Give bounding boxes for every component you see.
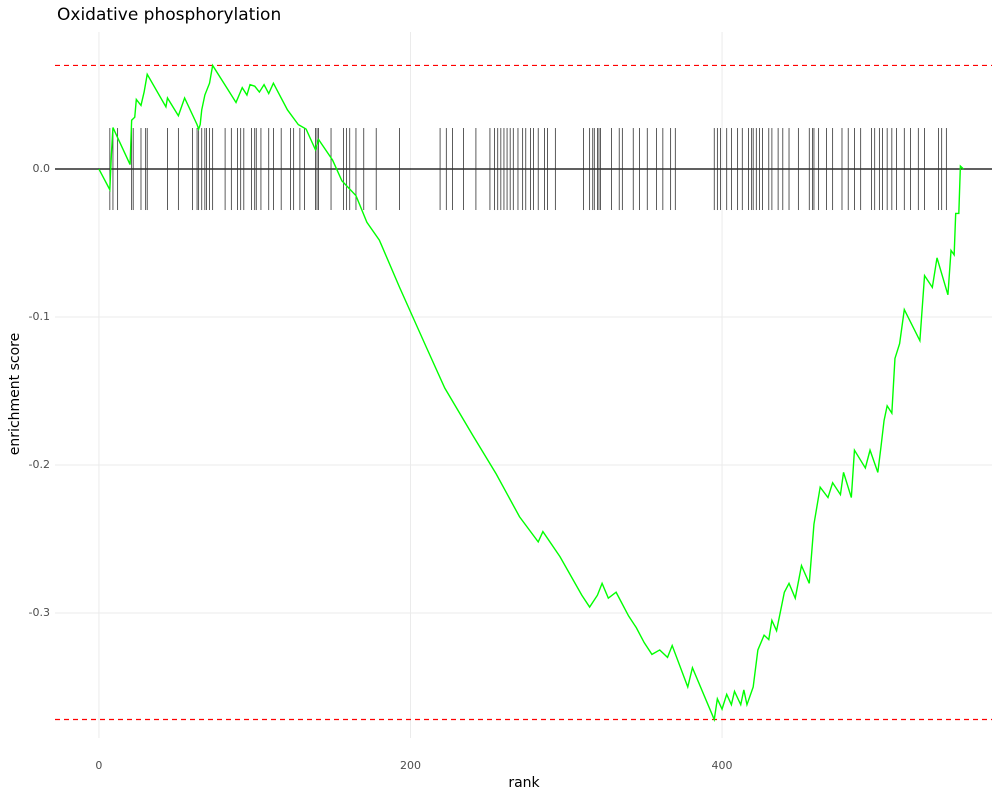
enrichment-line [98,63,964,723]
y-tick-label: 0.0 [33,162,51,175]
y-tick-label: -0.1 [29,310,50,323]
x-tick-label: 200 [400,759,421,772]
x-tick-label: 400 [712,759,733,772]
y-axis-label: enrichment score [7,333,23,455]
x-tick-label: 0 [95,759,102,772]
y-tick-label: -0.2 [29,458,50,471]
y-tick-label: -0.3 [29,606,50,619]
x-axis-label: rank [508,775,540,791]
chart-title: Oxidative phosphorylation [57,5,281,25]
